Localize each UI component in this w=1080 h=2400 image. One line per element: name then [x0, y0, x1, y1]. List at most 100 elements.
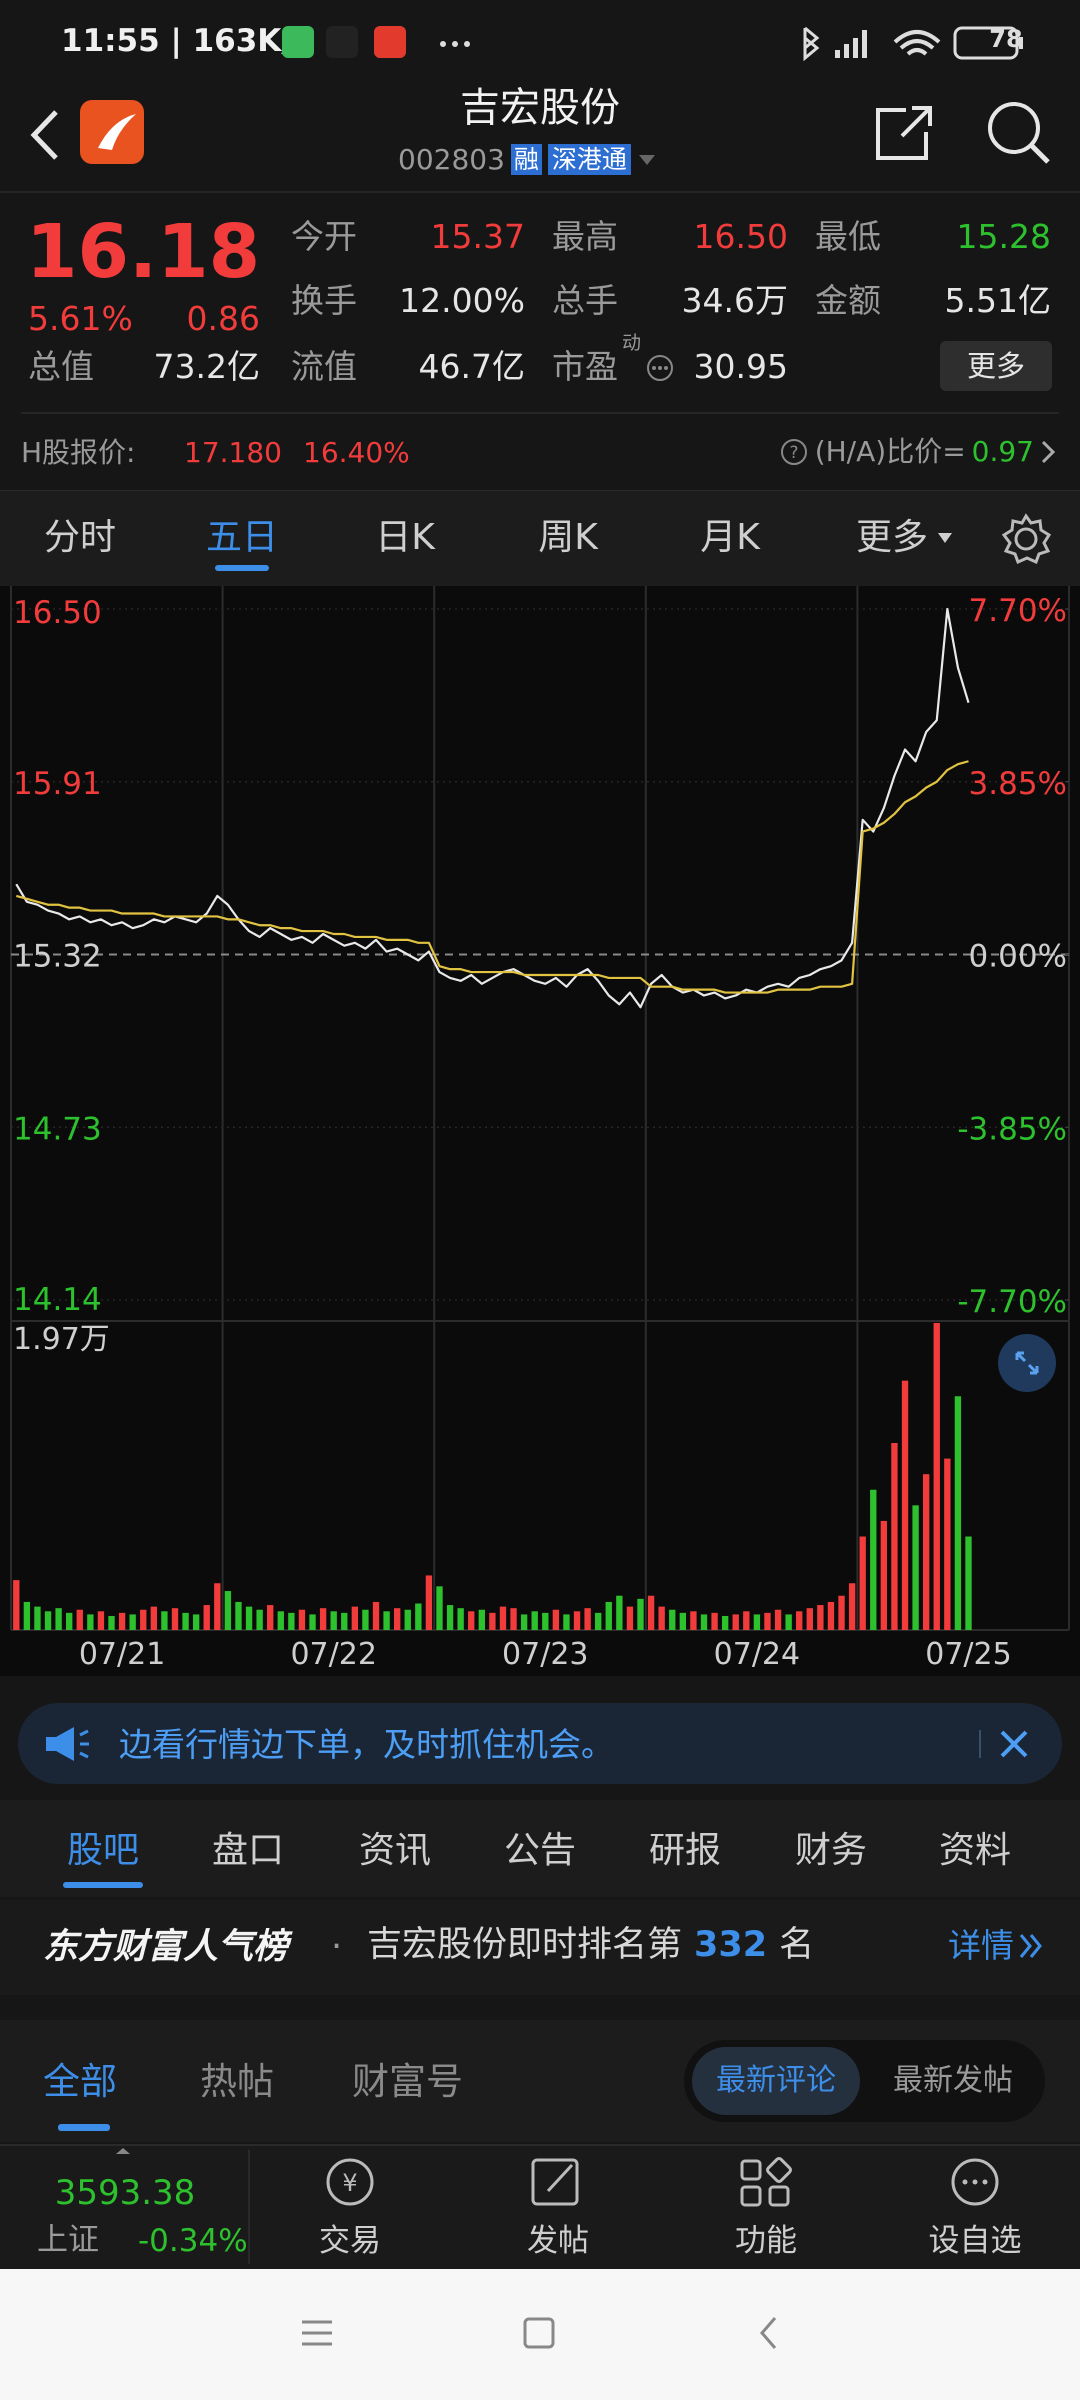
period-tab[interactable]: 五日: [205, 517, 278, 558]
nav-divider: [248, 2150, 250, 2264]
nav-item[interactable]: 发帖: [527, 2223, 589, 2259]
volume-bar: [66, 1612, 73, 1630]
volume-bar: [341, 1612, 348, 1630]
volume-bar: [150, 1606, 158, 1630]
index-change: -0.34%: [138, 2223, 248, 2259]
nav-item[interactable]: 设自选: [928, 2223, 1022, 2259]
info-icon[interactable]: [645, 353, 675, 383]
period-tab[interactable]: 分时: [43, 517, 116, 558]
volume-bar: [319, 1608, 327, 1630]
y2-tick-label: 0.00%: [969, 939, 1067, 975]
volume-bar: [245, 1606, 253, 1630]
period-tab[interactable]: 月K: [700, 517, 760, 558]
status-time: 11:55 | 163K/s: [61, 23, 312, 59]
index-value[interactable]: 3593.38: [54, 2173, 196, 2213]
section-tab[interactable]: 资讯: [358, 1830, 431, 1871]
section-tab[interactable]: 研报: [648, 1830, 721, 1871]
volume-bar: [457, 1608, 464, 1630]
period-tab[interactable]: 周K: [538, 517, 598, 558]
rank-suffix: 名: [779, 1925, 815, 1965]
period-bar: [0, 490, 1080, 587]
volume-bar: [383, 1611, 390, 1630]
more-button[interactable]: 更多: [940, 341, 1052, 391]
rank-brand: 东方财富人气榜: [43, 1927, 289, 1967]
volume-bar: [161, 1611, 168, 1630]
sub-tab[interactable]: 全部: [43, 2060, 117, 2103]
x-tick-label: 07/21: [79, 1637, 165, 1672]
x-tick-label: 07/22: [290, 1637, 376, 1672]
volume-bar: [901, 1380, 909, 1630]
sub-tab[interactable]: 财富号: [352, 2060, 463, 2103]
tab-underline: [215, 565, 269, 571]
volume-bar: [267, 1605, 274, 1630]
price-line: [15, 760, 969, 994]
ratio-label: (H/A)比价=: [814, 435, 966, 468]
header-actions[interactable]: [872, 98, 1062, 164]
volume-bar: [76, 1609, 83, 1630]
change-pct: 5.61%: [28, 299, 133, 338]
stat-label: 总值: [28, 347, 94, 386]
stat-label: 换手: [291, 281, 357, 320]
volume-bar: [616, 1595, 623, 1630]
volume-bar: [309, 1614, 316, 1630]
nav-item[interactable]: 交易: [319, 2223, 381, 2259]
volume-bar: [362, 1609, 369, 1630]
volume-bar: [721, 1615, 729, 1630]
stat-label: 最低: [815, 217, 881, 256]
banner[interactable]: [18, 1703, 1062, 1784]
stock-title: 吉宏股份: [460, 85, 620, 131]
section-tab[interactable]: 公告: [503, 1830, 576, 1871]
price-line: [15, 607, 970, 1009]
volume-bar: [573, 1611, 581, 1630]
section-tab[interactable]: 资料: [938, 1830, 1011, 1871]
x-tick-label: 07/24: [714, 1637, 800, 1672]
expand-button[interactable]: [997, 1333, 1057, 1393]
nav-item[interactable]: 功能: [735, 2223, 797, 2259]
index-name: 上证: [37, 2222, 99, 2258]
volume-bar: [446, 1605, 454, 1630]
close-banner[interactable]: [978, 1724, 1038, 1764]
volume-tick-label: 1.97万: [13, 1322, 110, 1357]
tab-underline: [58, 2124, 110, 2131]
volume-bar: [425, 1575, 433, 1630]
section-tab[interactable]: 股吧: [66, 1830, 139, 1871]
header-left[interactable]: [20, 100, 160, 170]
y-tick-label: 15.91: [13, 766, 102, 802]
battery-level: 78: [989, 25, 1023, 53]
volume-bar: [891, 1442, 898, 1630]
system-nav-icons[interactable]: [0, 2300, 1080, 2366]
volume-bar: [827, 1601, 835, 1630]
volume-bar: [415, 1603, 422, 1630]
settings-icon[interactable]: [1000, 513, 1052, 565]
rank-number: 332: [694, 1925, 768, 1965]
svg-text:?: ?: [789, 443, 798, 463]
sort-tab[interactable]: 最新评论: [716, 2063, 836, 2098]
chevron-icon: [1041, 440, 1056, 464]
volume-bar: [605, 1601, 612, 1630]
sub-tab[interactable]: 热帖: [200, 2060, 274, 2103]
period-tab[interactable]: 日K: [375, 517, 435, 558]
section-tab[interactable]: 盘口: [211, 1830, 284, 1871]
sort-tab[interactable]: 最新发帖: [893, 2063, 1013, 2098]
rank-link[interactable]: 详情: [948, 1929, 1044, 1962]
volume-bar: [44, 1611, 52, 1630]
volume-bar: [954, 1396, 962, 1630]
nav-icons: ¥: [326, 2157, 999, 2207]
volume-bar: [13, 1580, 20, 1630]
help-icon: ?: [780, 439, 807, 465]
ha-ratio[interactable]: ? (H/A)比价= 0.97: [779, 437, 1056, 467]
y-tick-label: 14.73: [13, 1111, 102, 1147]
volume-bar: [542, 1612, 549, 1630]
badge: 深港通: [547, 144, 631, 175]
stat-label: 流值: [291, 347, 357, 386]
section-tab[interactable]: 财务: [794, 1830, 867, 1871]
divider: [21, 412, 1059, 414]
volume-bar: [288, 1612, 295, 1630]
stat-label: 今开: [291, 217, 357, 256]
volume-bar: [214, 1583, 221, 1630]
period-tab[interactable]: 更多: [855, 517, 928, 558]
x-tick-label: 07/25: [925, 1637, 1011, 1672]
volume-bar: [118, 1612, 126, 1630]
y2-tick-label: -7.70%: [957, 1284, 1067, 1320]
